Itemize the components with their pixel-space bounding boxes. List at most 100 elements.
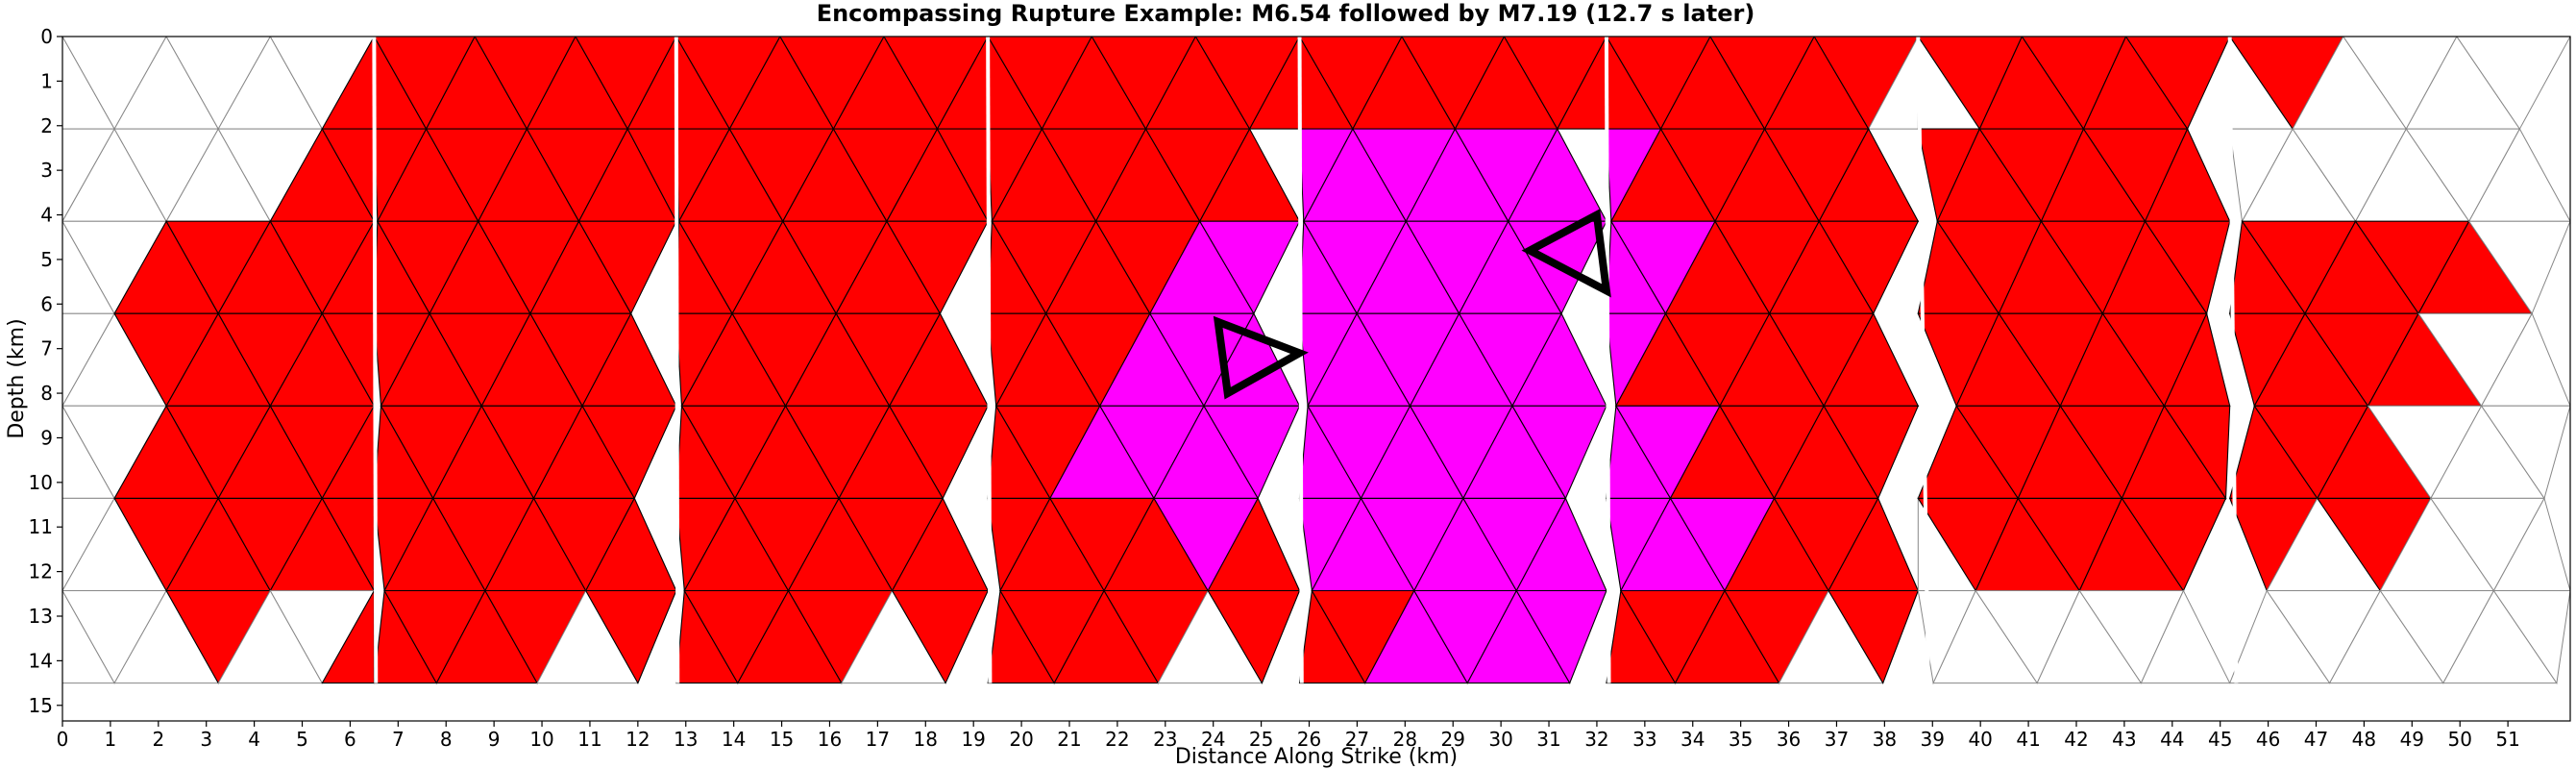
x-tick-label: 15 [770, 728, 794, 751]
unruptured-element [2480, 405, 2570, 500]
x-tick-label: 39 [1921, 728, 1945, 751]
unruptured-element [2456, 37, 2570, 131]
first-rupture-element [1198, 220, 1301, 315]
x-tick-label: 47 [2304, 728, 2328, 751]
y-tick-label: 6 [40, 292, 53, 315]
x-tick-label: 5 [296, 728, 308, 751]
x-tick-label: 40 [1968, 728, 1992, 751]
second-rupture-element [888, 405, 990, 500]
first-rupture-element [1515, 589, 1607, 684]
second-rupture-element [2144, 220, 2231, 315]
x-tick-label: 25 [1249, 728, 1273, 751]
x-tick-label: 49 [2400, 728, 2424, 751]
x-tick-label: 2 [152, 728, 164, 751]
second-rupture-element [891, 589, 990, 684]
second-rupture-element [1828, 589, 1920, 684]
hypocenter-marker [1521, 209, 1611, 298]
x-tick-label: 22 [1105, 728, 1129, 751]
x-tick-label: 14 [722, 728, 746, 751]
y-axis-label: Depth (km) [5, 318, 29, 438]
second-rupture-element [2163, 405, 2231, 501]
second-rupture-element [1823, 405, 1920, 500]
y-tick-label: 0 [40, 25, 53, 48]
second-rupture-element [1207, 589, 1301, 684]
x-tick-label: 0 [57, 728, 69, 751]
second-rupture-element [1818, 220, 1920, 315]
x-tick-label: 27 [1345, 728, 1369, 751]
unruptured-element [2467, 220, 2570, 315]
x-tick-label: 24 [1201, 728, 1225, 751]
second-rupture-element [2121, 497, 2227, 592]
hypocenter-layer [1213, 209, 1611, 400]
x-tick-label: 17 [866, 728, 890, 751]
x-tick-label: 43 [2112, 728, 2136, 751]
x-tick-label: 3 [200, 728, 212, 751]
y-tick-label: 15 [29, 694, 53, 717]
x-tick-label: 1 [105, 728, 117, 751]
x-tick-label: 37 [1825, 728, 1849, 751]
second-rupture-element [584, 589, 677, 684]
second-rupture-element [577, 220, 677, 315]
x-tick-label: 36 [1777, 728, 1801, 751]
section-boundary [372, 37, 379, 683]
x-tick-label: 7 [392, 728, 405, 751]
y-tick-label: 13 [29, 605, 53, 628]
y-tick-label: 5 [40, 248, 53, 271]
y-tick-label: 7 [40, 337, 53, 360]
x-tick-label: 18 [914, 728, 938, 751]
x-tick-label: 41 [2016, 728, 2040, 751]
x-axis-label: Distance Along Strike (km) [1175, 745, 1458, 769]
chart-title: Encompassing Rupture Example: M6.54 foll… [817, 0, 1755, 27]
x-tick-label: 32 [1584, 728, 1608, 751]
y-tick-label: 14 [29, 649, 53, 672]
section-boundary [674, 37, 680, 683]
y-tick-label: 2 [40, 114, 53, 137]
x-tick-label: 20 [1009, 728, 1033, 751]
x-tick-label: 11 [577, 728, 601, 751]
x-tick-label: 16 [818, 728, 842, 751]
x-tick-label: 8 [440, 728, 453, 751]
x-tick-label: 23 [1153, 728, 1177, 751]
x-tick-label: 35 [1729, 728, 1753, 751]
x-tick-label: 12 [626, 728, 650, 751]
x-tick-label: 34 [1681, 728, 1705, 751]
section-boundary [986, 37, 993, 683]
unruptured-element [2492, 590, 2570, 684]
hypocenter-marker [1213, 315, 1309, 400]
x-tick-label: 38 [1873, 728, 1897, 751]
y-tick-label: 12 [29, 560, 53, 583]
x-tick-label: 46 [2256, 728, 2280, 751]
x-tick-label: 33 [1632, 728, 1656, 751]
y-tick-label: 4 [40, 204, 53, 227]
x-tick-label: 9 [488, 728, 501, 751]
y-tick-label: 1 [40, 69, 53, 92]
section-boundary [1916, 37, 1930, 683]
y-tick-label: 11 [29, 515, 53, 538]
x-tick-label: 45 [2208, 728, 2232, 751]
x-tick-label: 21 [1057, 728, 1081, 751]
x-tick-label: 29 [1441, 728, 1465, 751]
x-tick-label: 19 [961, 728, 985, 751]
x-tick-label: 28 [1393, 728, 1417, 751]
x-tick-label: 50 [2447, 728, 2471, 751]
section-boundary [1297, 37, 1304, 683]
section-boundary [2227, 37, 2239, 683]
x-tick-label: 13 [674, 728, 698, 751]
y-tick-label: 9 [40, 426, 53, 449]
y-tick-label: 8 [40, 382, 53, 405]
x-tick-label: 30 [1488, 728, 1512, 751]
second-rupture-element [2124, 37, 2231, 131]
first-rupture-element [1203, 405, 1301, 500]
x-tick-label: 10 [529, 728, 553, 751]
fault-mesh [62, 37, 2570, 685]
x-tick-label: 31 [1536, 728, 1560, 751]
y-tick-label: 3 [40, 159, 53, 182]
x-tick-label: 26 [1297, 728, 1321, 751]
x-axis: 0 1 2 3 4 5 6 7 8 9 10 11 12 13 14 15 16 17 18 19 20 21 22 23 24… [57, 721, 2520, 751]
y-tick-label: 10 [29, 471, 53, 494]
unruptured-element [2140, 589, 2231, 684]
x-tick-label: 6 [344, 728, 356, 751]
first-rupture-element [1511, 405, 1607, 500]
